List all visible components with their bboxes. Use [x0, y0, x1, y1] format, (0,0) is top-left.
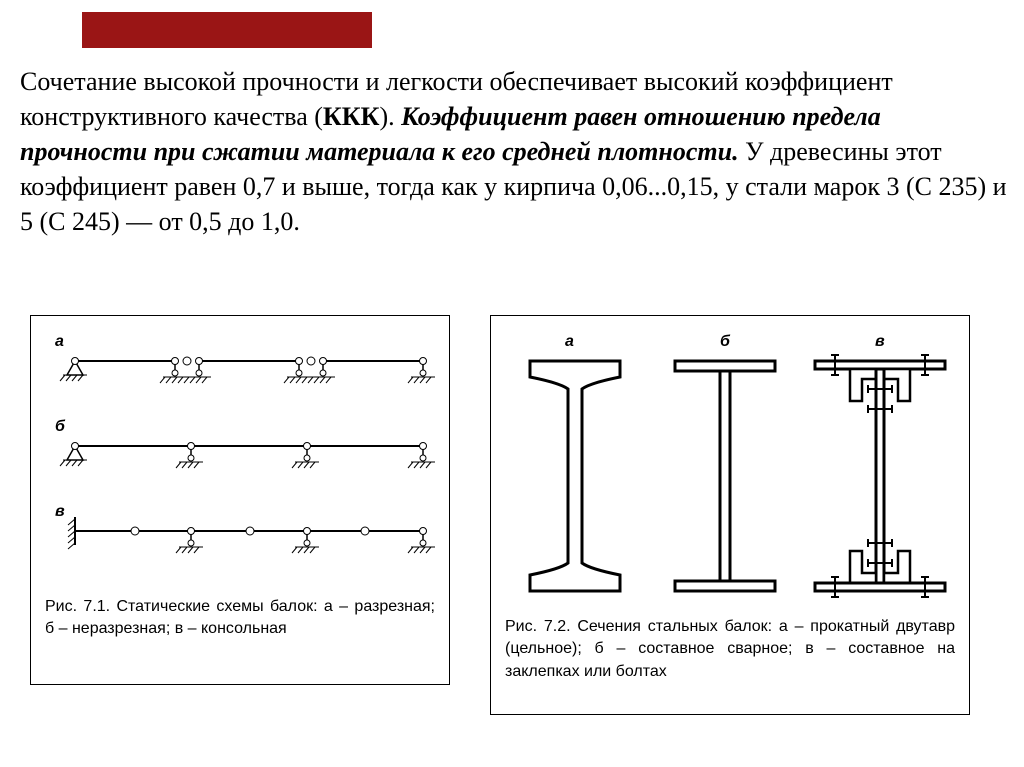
label-b: б [55, 418, 66, 435]
section-b [675, 361, 775, 591]
header-accent-bar [82, 12, 372, 48]
text-part2: ). [379, 102, 401, 131]
figure-7-1: а [30, 315, 450, 685]
figure1-caption: Рис. 7.1. Статические схемы балок: а – р… [45, 596, 435, 641]
sec-label-b: б [720, 333, 731, 350]
figures-row: а [30, 315, 994, 715]
label-c: в [55, 503, 65, 520]
section-a [530, 361, 620, 591]
beam-a [60, 357, 435, 383]
figure2-caption: Рис. 7.2. Сечения стальных балок: а – пр… [505, 616, 955, 683]
beam-c [68, 517, 435, 553]
text-kkk: ККК [323, 102, 380, 131]
beam-b [60, 443, 435, 469]
body-paragraph: Сочетание высокой прочности и легкости о… [20, 64, 1014, 239]
section-c [815, 355, 945, 597]
figure-7-2: а б в [490, 315, 970, 715]
sections-svg: а б в [505, 326, 955, 606]
beam-schemes-svg: а [45, 326, 435, 586]
sec-label-c: в [875, 333, 885, 350]
label-a: а [55, 333, 64, 350]
sec-label-a: а [565, 333, 574, 350]
